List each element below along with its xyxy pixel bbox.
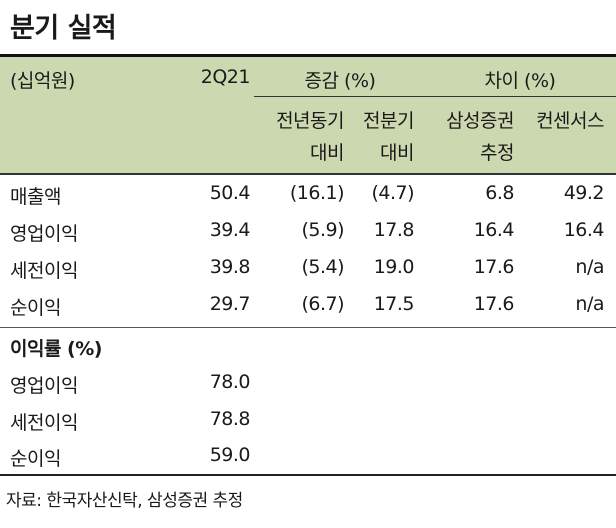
header-group-rule [254,96,616,97]
row-est-value: 17.6 [473,256,515,278]
table-header [0,57,616,173]
bottom-rule [0,474,616,476]
row-label: 세전이익 [10,412,78,434]
header-qoq-line2: 대비 [380,142,414,164]
row-label: 매출액 [10,186,61,208]
row-qoq-value: 17.5 [373,293,415,315]
row-qoq-value: (4.7) [371,182,414,204]
row-quarter-value: 78.8 [209,408,251,430]
row-quarter-value: 50.4 [209,182,251,204]
header-est-line2: 추정 [480,142,514,164]
header-bottom-rule [0,173,616,175]
row-est-value: 16.4 [473,219,515,241]
row-cons-value: n/a [575,293,604,315]
row-yoy-value: (6.7) [301,293,344,315]
header-quarter: 2Q21 [200,66,251,88]
row-yoy-value: (16.1) [289,182,345,204]
row-quarter-value: 29.7 [209,293,251,315]
row-yoy-value: (5.4) [301,256,344,278]
header-qoq-line1: 전분기 [363,110,414,132]
row-qoq-value: 19.0 [373,256,415,278]
section-divider [0,327,616,328]
row-quarter-value: 59.0 [209,444,251,466]
header-consensus: 컨센서스 [536,110,604,132]
header-diff-group: 차이 (%) [484,70,556,92]
row-yoy-value: (5.9) [301,219,344,241]
margin-section-title: 이익률 (%) [10,338,102,360]
row-label: 순이익 [10,448,61,470]
header-yoy-line1: 전년동기 [276,110,344,132]
row-quarter-value: 78.0 [209,371,251,393]
table-title: 분기 실적 [10,13,117,44]
header-est-line1: 삼성증권 [446,110,514,132]
row-cons-value: 49.2 [563,182,605,204]
source-note: 자료: 한국자산신탁, 삼성증권 추정 [6,491,243,511]
row-label: 세전이익 [10,260,78,282]
row-est-value: 6.8 [485,182,514,204]
row-est-value: 17.6 [473,293,515,315]
row-cons-value: n/a [575,256,604,278]
header-unit: (십억원) [10,70,75,92]
row-quarter-value: 39.8 [209,256,251,278]
row-cons-value: 16.4 [563,219,605,241]
header-change-group: 증감 (%) [304,70,376,92]
top-rule [0,54,616,57]
row-qoq-value: 17.8 [373,219,415,241]
row-label: 순이익 [10,297,61,319]
header-yoy-line2: 대비 [310,142,344,164]
row-label: 영업이익 [10,375,78,397]
row-quarter-value: 39.4 [209,219,251,241]
row-label: 영업이익 [10,223,78,245]
